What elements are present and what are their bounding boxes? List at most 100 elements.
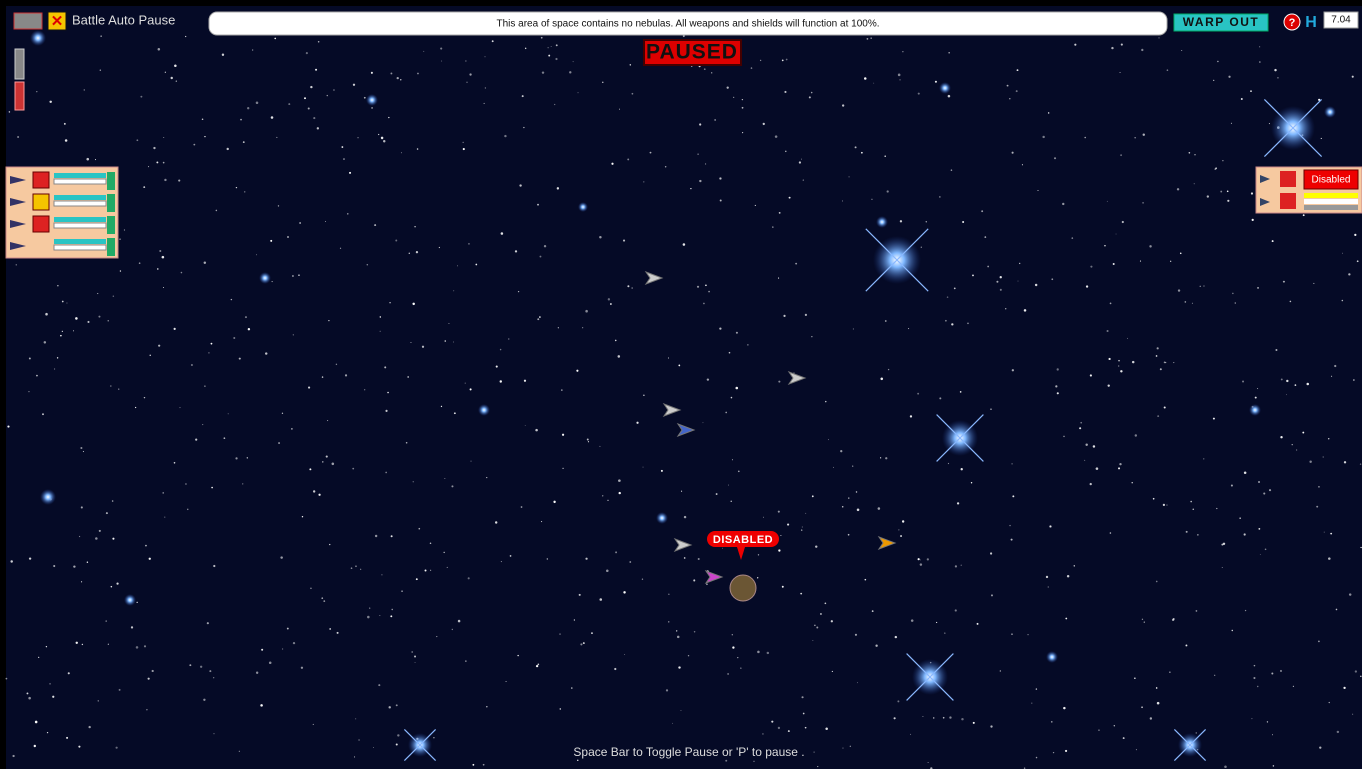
star bbox=[683, 243, 686, 246]
star bbox=[960, 391, 962, 393]
star bbox=[1080, 422, 1082, 424]
star bbox=[327, 420, 328, 421]
star bbox=[95, 159, 96, 160]
star bbox=[762, 733, 763, 734]
star bbox=[110, 385, 111, 386]
star bbox=[666, 689, 668, 691]
star bbox=[801, 696, 803, 698]
star bbox=[1292, 444, 1293, 445]
star bbox=[1196, 732, 1197, 733]
star bbox=[1114, 725, 1115, 726]
star bbox=[1200, 286, 1201, 287]
star bbox=[29, 557, 31, 559]
star bbox=[1119, 463, 1121, 465]
star bbox=[163, 287, 164, 288]
star bbox=[282, 413, 283, 414]
star bbox=[6, 678, 8, 680]
star bbox=[611, 163, 613, 165]
star bbox=[1222, 567, 1223, 568]
star bbox=[1330, 533, 1332, 535]
star bbox=[803, 713, 805, 715]
star bbox=[79, 536, 80, 537]
pause-icon[interactable] bbox=[14, 13, 42, 29]
star bbox=[757, 651, 760, 654]
star bbox=[857, 509, 860, 512]
star bbox=[10, 560, 12, 562]
enemy-ship-icon[interactable] bbox=[1280, 171, 1296, 187]
star bbox=[340, 248, 341, 249]
star bbox=[449, 323, 450, 324]
star bbox=[990, 725, 992, 727]
star bbox=[725, 412, 727, 414]
star bbox=[1074, 44, 1076, 46]
star bbox=[961, 565, 962, 566]
ship-icon[interactable] bbox=[33, 172, 49, 188]
star bbox=[1065, 618, 1067, 620]
star bbox=[1037, 190, 1038, 191]
star bbox=[280, 556, 282, 558]
star bbox=[553, 501, 555, 503]
star bbox=[270, 240, 272, 242]
star bbox=[990, 409, 991, 410]
star bbox=[1121, 43, 1123, 45]
star bbox=[145, 545, 147, 547]
star bbox=[784, 91, 786, 93]
star bbox=[131, 626, 133, 628]
star bbox=[265, 352, 267, 354]
star bbox=[176, 80, 177, 81]
star bbox=[1275, 349, 1277, 351]
disabled-ship[interactable] bbox=[730, 575, 756, 601]
energy-bar bbox=[107, 216, 115, 234]
star bbox=[1118, 467, 1120, 469]
star bbox=[108, 320, 109, 321]
star bbox=[1267, 721, 1268, 722]
star bbox=[458, 620, 461, 623]
star bbox=[738, 471, 740, 473]
bright-star bbox=[656, 512, 668, 524]
star bbox=[731, 397, 733, 399]
ship-icon[interactable] bbox=[33, 216, 49, 232]
star bbox=[873, 83, 874, 84]
star bbox=[1016, 90, 1018, 92]
star bbox=[1036, 757, 1038, 759]
ship-icon[interactable] bbox=[33, 194, 49, 210]
star bbox=[202, 119, 204, 121]
star bbox=[315, 69, 317, 71]
hotkey-label[interactable]: H bbox=[1305, 14, 1317, 31]
star bbox=[1123, 737, 1125, 739]
star bbox=[990, 552, 992, 554]
star bbox=[737, 657, 738, 658]
star bbox=[848, 534, 850, 536]
star bbox=[843, 748, 844, 749]
star bbox=[1160, 368, 1162, 370]
star bbox=[537, 318, 539, 320]
star bbox=[948, 52, 950, 54]
star bbox=[719, 327, 721, 329]
star bbox=[66, 303, 67, 304]
star bbox=[815, 545, 817, 547]
star bbox=[453, 342, 454, 343]
star bbox=[1132, 361, 1134, 363]
star bbox=[1084, 460, 1085, 461]
star bbox=[45, 313, 48, 316]
star bbox=[1273, 765, 1275, 767]
star bbox=[619, 492, 621, 494]
star bbox=[260, 704, 263, 707]
star bbox=[164, 179, 166, 181]
star bbox=[208, 352, 209, 353]
star bbox=[318, 494, 320, 496]
star bbox=[525, 425, 526, 426]
star bbox=[396, 704, 398, 706]
enemy-ship-icon[interactable] bbox=[1280, 193, 1296, 209]
star bbox=[699, 123, 701, 125]
star bbox=[602, 82, 603, 83]
star bbox=[385, 472, 387, 474]
bright-star bbox=[1249, 404, 1261, 416]
star bbox=[848, 497, 849, 498]
star bbox=[367, 264, 368, 265]
star bbox=[269, 661, 272, 664]
star bbox=[1214, 675, 1215, 676]
star bbox=[388, 117, 389, 118]
star bbox=[857, 682, 858, 683]
star bbox=[1217, 61, 1218, 62]
